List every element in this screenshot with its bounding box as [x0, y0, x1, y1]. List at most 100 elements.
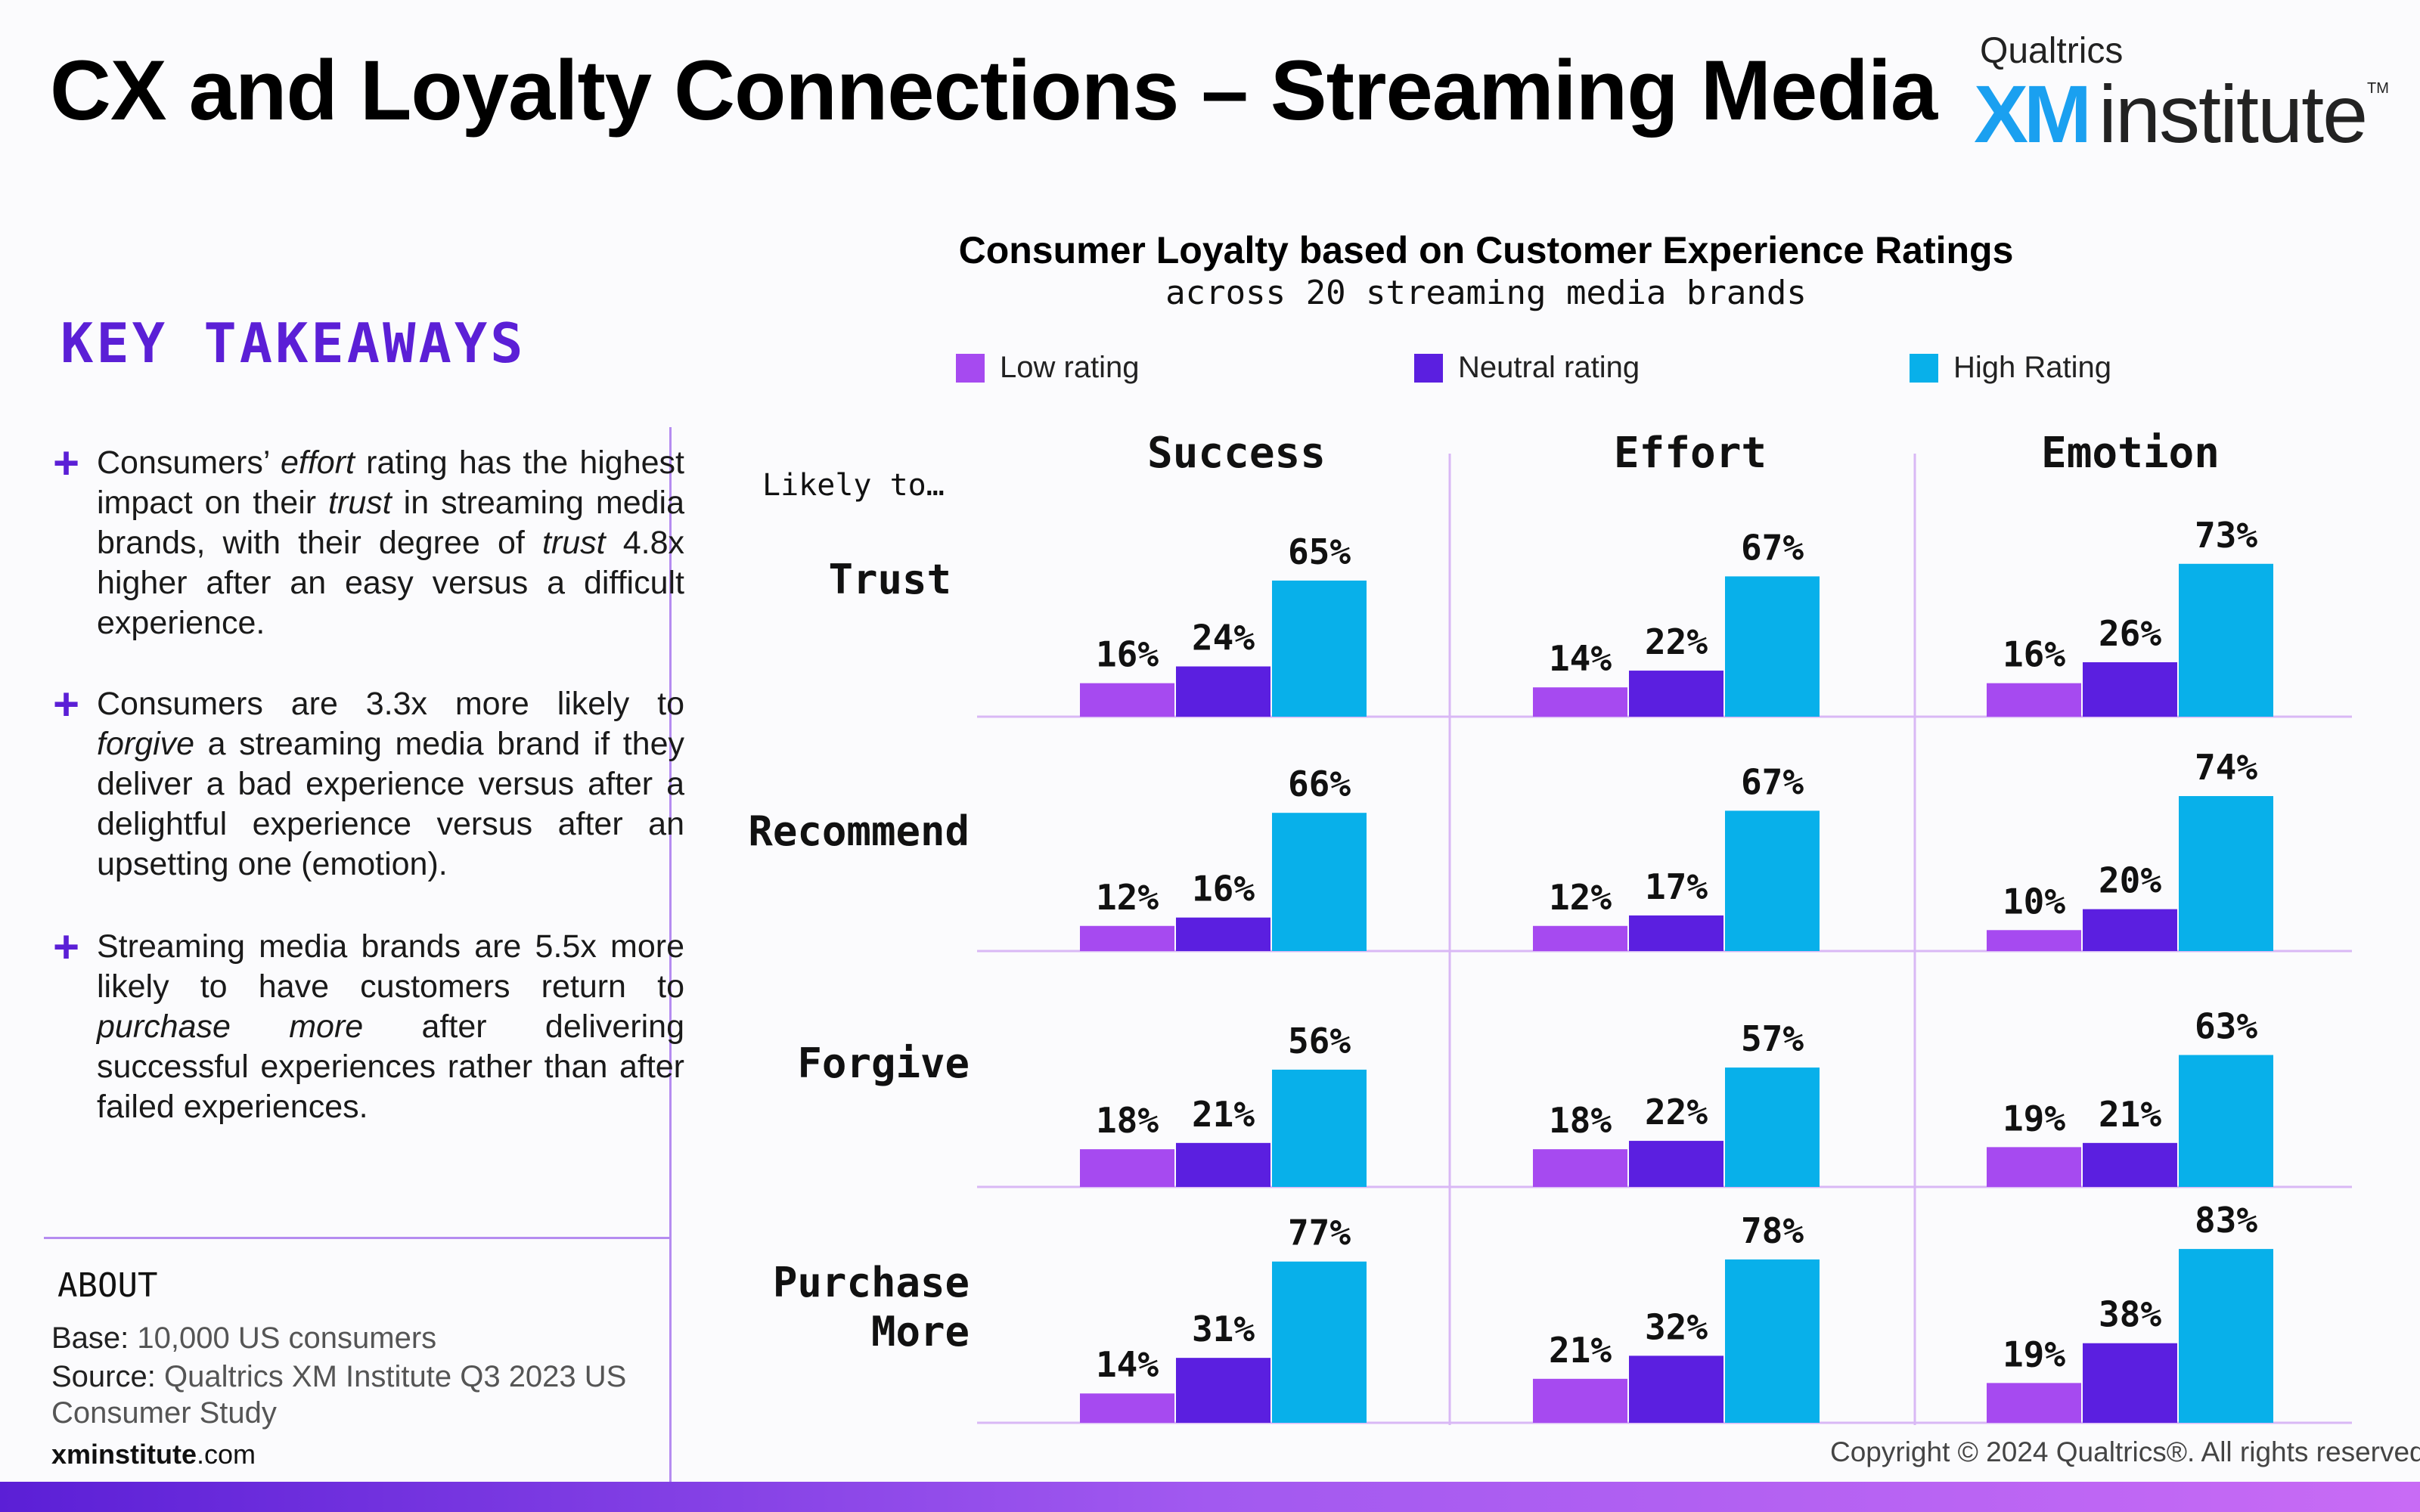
bar-trust-success — [1080, 683, 1174, 717]
data-label: 19% — [2003, 1334, 2065, 1374]
about-source-label: Source: — [51, 1360, 156, 1393]
data-label: 12% — [1549, 877, 1612, 918]
data-label: 20% — [2099, 860, 2161, 901]
legend-item-low: Low rating — [956, 351, 1140, 385]
bar-forgive-effort — [1629, 1141, 1723, 1187]
logo-institute-text: institute — [2099, 68, 2368, 160]
data-label: 73% — [2195, 515, 2257, 556]
bar-recommend-effort — [1725, 810, 1820, 951]
bar-purchase-more-success — [1272, 1261, 1367, 1423]
bar-forgive-success — [1080, 1149, 1174, 1187]
copyright-text: Copyright © 2024 Qualtrics®. All rights … — [1830, 1436, 2420, 1467]
legend-label-low: Low rating — [1000, 351, 1140, 384]
site-rest: .com — [197, 1439, 256, 1470]
bar-purchase-more-success — [1080, 1393, 1174, 1423]
takeaway-text: Streaming media brands are 5.5x more lik… — [97, 928, 684, 1125]
data-label: 18% — [1549, 1100, 1612, 1141]
bar-purchase-more-success — [1176, 1358, 1270, 1423]
page-title: CX and Loyalty Connections – Streaming M… — [50, 43, 1938, 138]
bar-trust-success — [1176, 666, 1270, 717]
bar-purchase-more-effort — [1725, 1259, 1820, 1423]
data-label: 21% — [2099, 1094, 2161, 1135]
data-label: 67% — [1741, 761, 1804, 802]
column-header: Emotion — [2041, 429, 2220, 478]
bar-purchase-more-effort — [1629, 1356, 1723, 1423]
bar-recommend-emotion — [2179, 796, 2273, 951]
data-label: 22% — [1645, 621, 1708, 662]
row-label: Purchase — [773, 1259, 970, 1306]
chart-subtitle: across 20 streaming media brands — [1165, 274, 1807, 312]
data-label: 31% — [1192, 1309, 1255, 1349]
bar-purchase-more-emotion — [2083, 1343, 2177, 1423]
about-divider — [44, 1237, 670, 1239]
legend-swatch-high — [1910, 353, 1938, 383]
legend-item-neutral: Neutral rating — [1414, 351, 1640, 385]
bar-forgive-emotion — [2179, 1055, 2273, 1187]
data-label: 77% — [1288, 1213, 1351, 1253]
bar-purchase-more-effort — [1533, 1378, 1627, 1423]
plus-icon: + — [53, 922, 80, 972]
bar-recommend-emotion — [2083, 909, 2177, 951]
qualtrics-xm-institute-logo: Qualtrics XM institute TM — [1974, 30, 2389, 160]
data-label: 16% — [1192, 869, 1255, 909]
bar-trust-success — [1272, 580, 1367, 717]
logo-xm-text: XM — [1974, 68, 2092, 160]
data-label: 63% — [2195, 1005, 2257, 1046]
legend-swatch-neutral — [1414, 353, 1443, 383]
data-label: 26% — [2099, 613, 2161, 654]
legend-label-neutral: Neutral rating — [1458, 351, 1640, 384]
data-label: 57% — [1741, 1018, 1804, 1059]
bar-purchase-more-emotion — [2179, 1249, 2273, 1423]
legend-label-high: High Rating — [1953, 351, 2112, 384]
about-source: Source: Qualtrics XM Institute Q3 2023 U… — [51, 1359, 641, 1431]
data-label: 19% — [2003, 1098, 2065, 1139]
bar-forgive-success — [1176, 1142, 1270, 1187]
site-link[interactable]: xminstitute.com — [51, 1439, 256, 1470]
bar-forgive-emotion — [2083, 1142, 2177, 1187]
bar-trust-emotion — [1987, 683, 2081, 717]
footer-gradient-bar — [0, 1482, 2420, 1512]
data-label: 67% — [1741, 527, 1804, 568]
legend-swatch-low — [956, 353, 985, 383]
takeaway-text: Consumers are 3.3x more likely to forgiv… — [97, 686, 684, 882]
data-label: 66% — [1288, 764, 1351, 804]
chart-title: Consumer Loyalty based on Customer Exper… — [958, 229, 2014, 271]
bar-recommend-effort — [1629, 915, 1723, 951]
row-label: Recommend — [748, 807, 970, 855]
data-label: 74% — [2195, 747, 2257, 788]
bar-trust-effort — [1725, 576, 1820, 717]
bar-trust-emotion — [2083, 662, 2177, 717]
legend-item-high: High Rating — [1910, 351, 2111, 385]
bar-trust-effort — [1533, 687, 1627, 717]
row-label: More — [871, 1308, 970, 1356]
data-label: 65% — [1288, 531, 1351, 572]
plus-icon: + — [53, 438, 80, 488]
bar-trust-emotion — [2179, 563, 2273, 717]
plus-icon: + — [53, 679, 80, 730]
data-label: 16% — [1096, 634, 1159, 675]
data-label: 24% — [1192, 618, 1255, 658]
data-label: 32% — [1645, 1306, 1708, 1347]
bar-forgive-effort — [1533, 1149, 1627, 1187]
logo-tm-text: TM — [2367, 80, 2389, 97]
bar-trust-effort — [1629, 671, 1723, 717]
data-label: 17% — [1645, 866, 1708, 907]
about-source-value: Qualtrics XM Institute Q3 2023 US Consum… — [51, 1360, 627, 1430]
bar-forgive-emotion — [1987, 1147, 2081, 1187]
row-header-label: Likely to… — [762, 468, 945, 503]
site-bold: xminstitute — [51, 1439, 197, 1470]
data-label: 21% — [1192, 1094, 1255, 1135]
bar-recommend-emotion — [1987, 930, 2081, 951]
column-header: Effort — [1614, 429, 1767, 478]
about-base: Base: 10,000 US consumers — [51, 1321, 436, 1356]
logo-brand-text: Qualtrics — [1980, 31, 2124, 71]
row-label: Forgive — [797, 1040, 970, 1087]
data-label: 10% — [2003, 881, 2065, 922]
bar-forgive-success — [1272, 1069, 1367, 1187]
data-label: 56% — [1288, 1021, 1351, 1061]
row-label: Trust — [828, 556, 951, 603]
column-header: Success — [1147, 429, 1326, 478]
bar-purchase-more-emotion — [1987, 1383, 2081, 1423]
key-takeaways-heading: KEY TAKEAWAYS — [60, 311, 526, 375]
